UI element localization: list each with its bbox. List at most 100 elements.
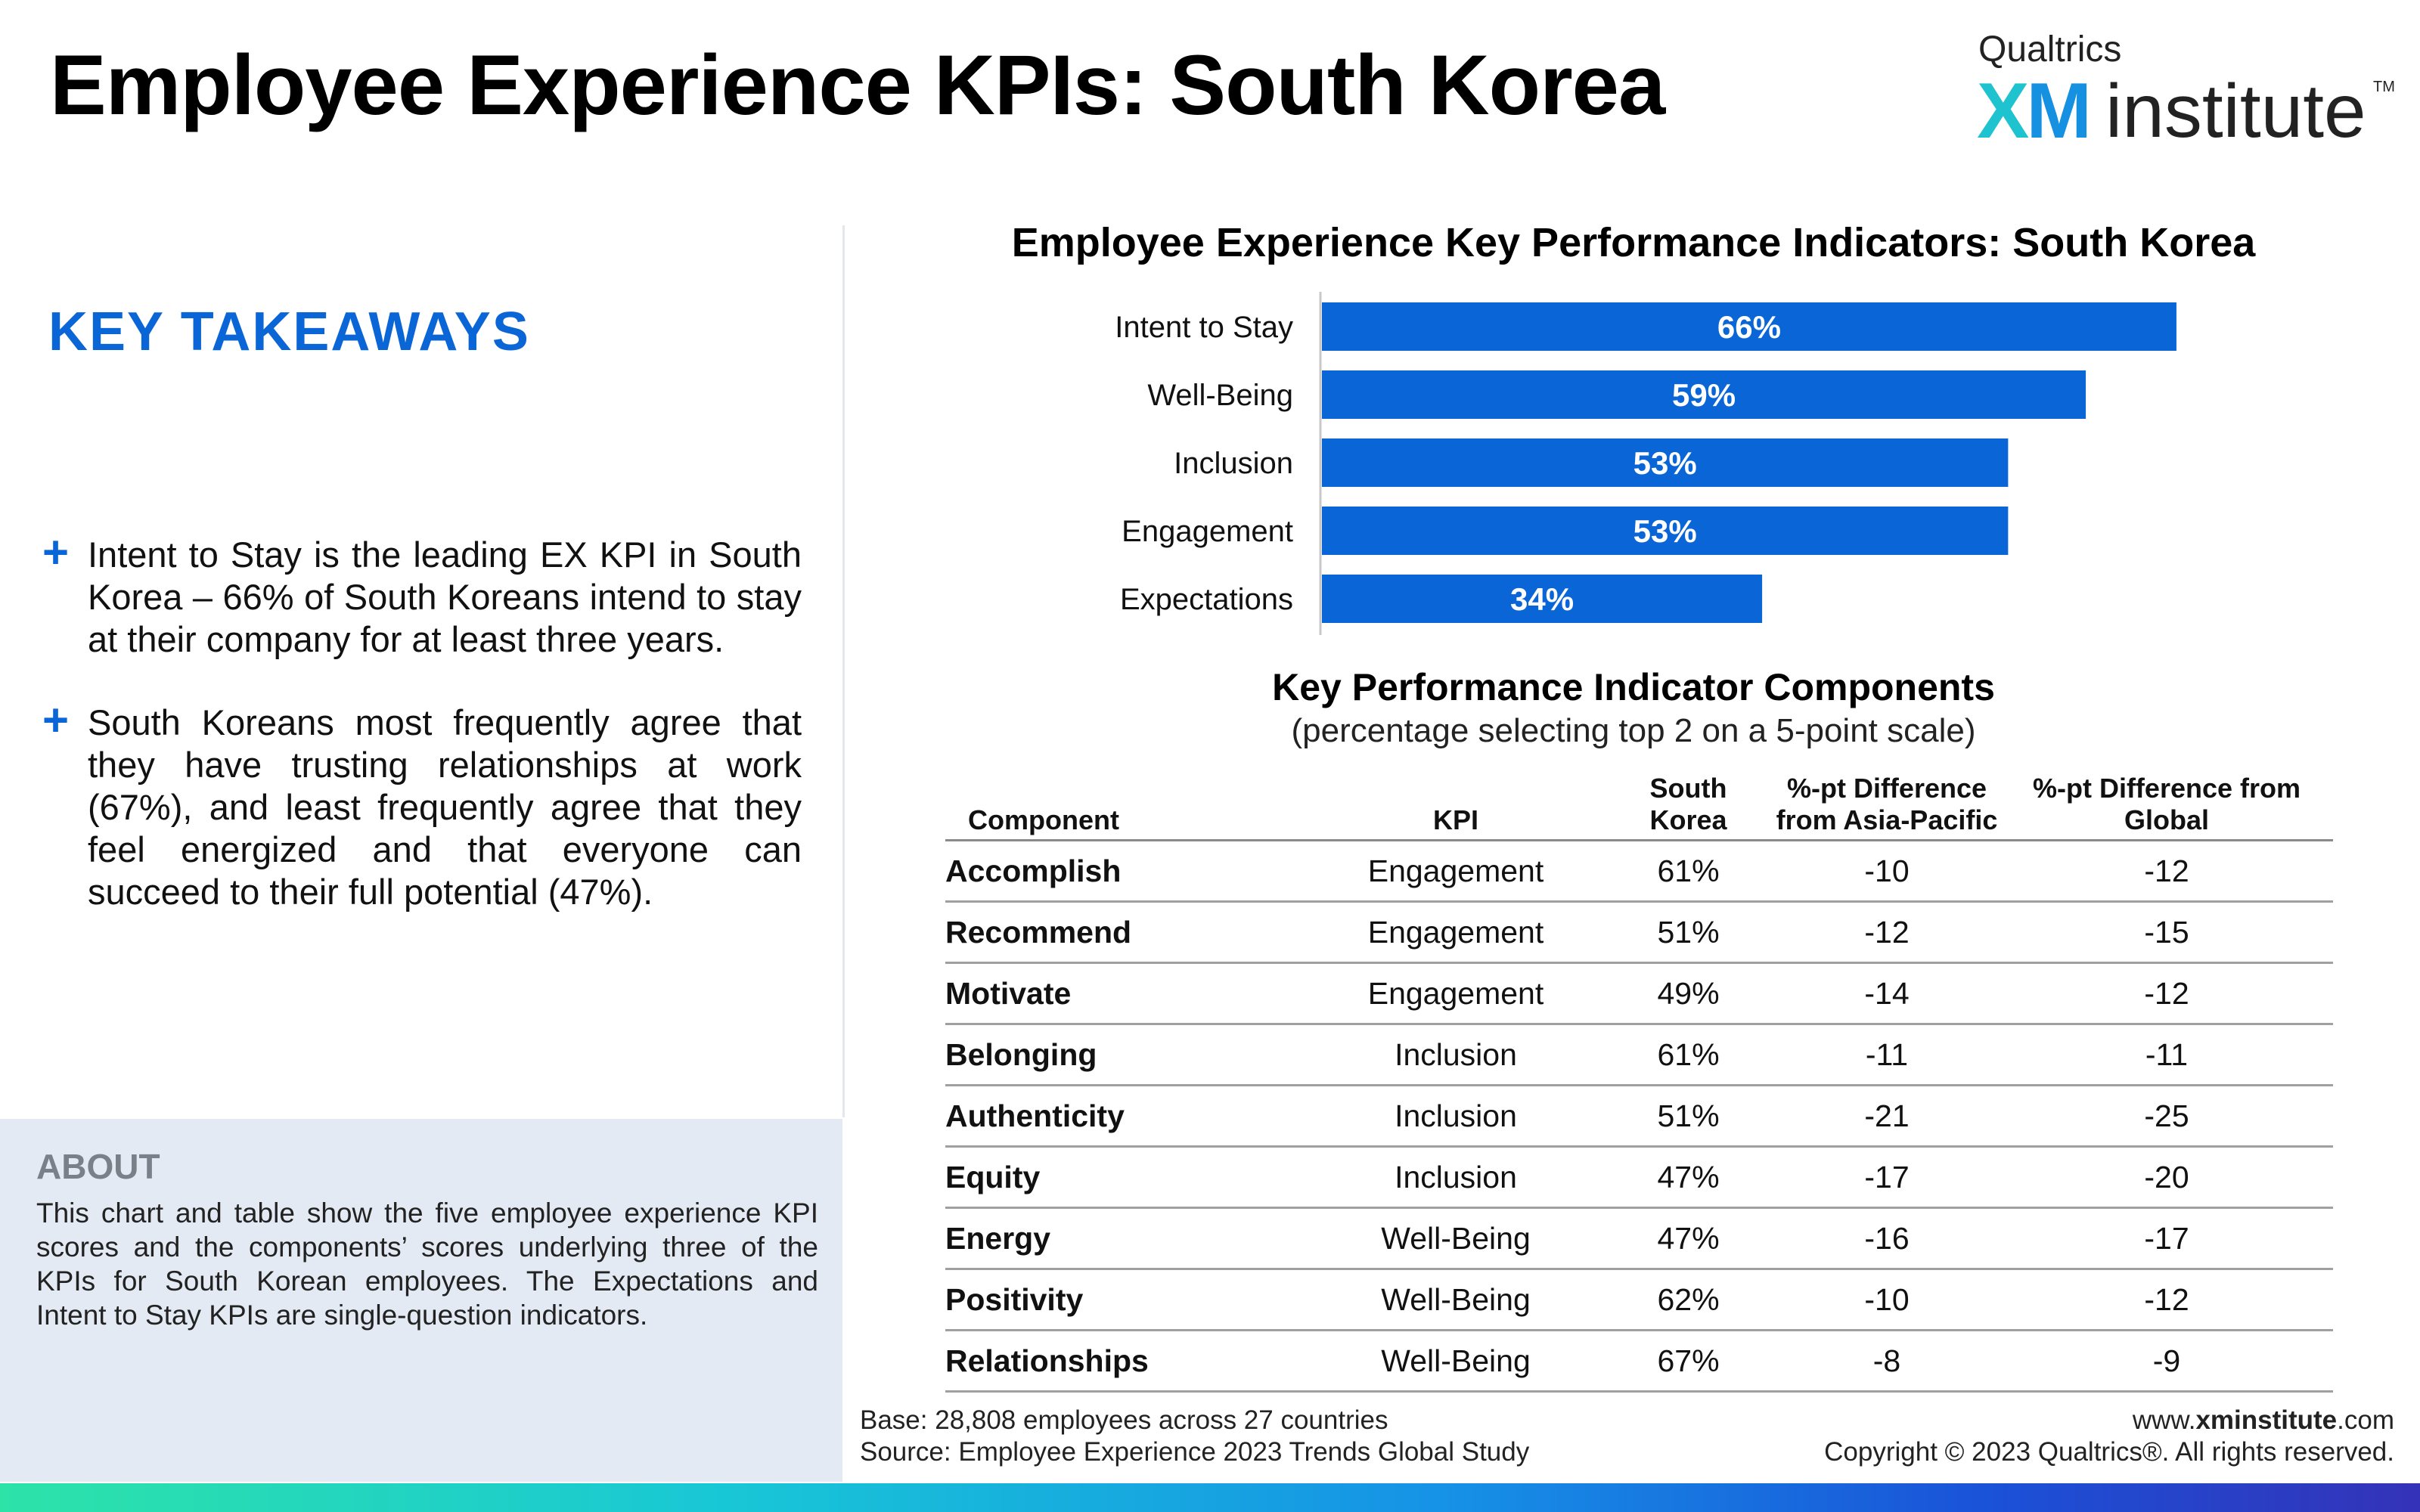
cell-kpi: Engagement [1308,840,1603,903]
cell-component: Energy [945,1207,1308,1270]
cell-kpi: Well-Being [1308,1269,1603,1331]
table-row: Belonging Inclusion 61% -11 -11 [945,1024,2333,1086]
cell-value: 47% [1603,1146,1773,1209]
table-subtitle: (percentage selecting top 2 on a 5-point… [1291,712,1976,749]
cell-global-diff: -25 [2000,1085,2333,1148]
cell-asia-diff: -12 [1773,901,2000,964]
takeaway-text: Intent to Stay is the leading EX KPI in … [88,534,802,659]
cell-kpi: Inclusion [1308,1146,1603,1209]
category-label: Expectations [1120,583,1293,616]
chart-title: Employee Experience Key Performance Indi… [1011,220,2256,265]
logo-institute: institute [2105,69,2366,153]
cell-value: 51% [1603,901,1773,964]
plus-icon: + [42,695,70,745]
cell-asia-diff: -17 [1773,1146,2000,1209]
kpi-bar [1322,370,2086,419]
cell-component: Relationships [945,1330,1308,1393]
header-component: Component [945,773,1308,841]
table-row: Positivity Well-Being 62% -10 -12 [945,1269,2333,1331]
table-row: Motivate Engagement 49% -14 -12 [945,962,2333,1025]
header-asia-line1: %-pt Difference [1786,773,1987,804]
header-global-diff: %-pt Difference from Global [2000,773,2333,841]
cell-component: Authenticity [945,1085,1308,1148]
copyright-block: www.xminstitute.com Copyright © 2023 Qua… [1824,1405,2394,1468]
cell-kpi: Engagement [1308,901,1603,964]
header-global-line1: %-pt Difference from [2032,773,2301,804]
cell-global-diff: -12 [2000,840,2333,903]
takeaways-list: + Intent to Stay is the leading EX KPI i… [42,527,802,954]
url-suffix: .com [2337,1405,2394,1435]
cell-kpi: Engagement [1308,962,1603,1025]
logo-xm: XM [1977,67,2092,155]
base-note: Base: 28,808 employees across 27 countri… [860,1405,1388,1435]
category-label: Well-Being [1147,379,1293,412]
cell-kpi: Inclusion [1308,1024,1603,1086]
bottom-gradient-bar [0,1483,2420,1512]
cell-value: 61% [1603,1024,1773,1086]
table-row: Relationships Well-Being 67% -8 -9 [945,1330,2333,1393]
qualtrics-xm-institute-logo: Qualtrics XM institute TM [1977,29,2395,155]
website-link[interactable]: www.xminstitute.com [1824,1405,2394,1436]
cell-global-diff: -17 [2000,1207,2333,1270]
category-label: Engagement [1122,515,1293,548]
cell-asia-diff: -10 [1773,840,2000,903]
cell-component: Accomplish [945,840,1308,903]
page-title: Employee Experience KPIs: South Korea [50,38,1665,132]
category-label: Inclusion [1174,447,1293,480]
bar-value-label: 34% [1510,581,1574,617]
takeaway-item: + Intent to Stay is the leading EX KPI i… [42,527,802,661]
table-header-row: Component KPI South Korea %-pt Differenc… [945,773,2333,841]
kpi-bar [1322,438,2009,487]
cell-kpi: Inclusion [1308,1085,1603,1148]
key-takeaways-heading: KEY TAKEAWAYS [48,302,530,362]
cell-global-diff: -15 [2000,901,2333,964]
table-row: Energy Well-Being 47% -16 -17 [945,1207,2333,1270]
cell-kpi: Well-Being [1308,1330,1603,1393]
table-row: Equity Inclusion 47% -17 -20 [945,1146,2333,1209]
cell-value: 61% [1603,840,1773,903]
header-value-line1: South [1649,773,1727,804]
header-global-line2: Global [2124,804,2209,835]
bar-value-label: 66% [1717,309,1781,345]
url-prefix: www. [2132,1405,2196,1435]
header-kpi: KPI [1308,773,1603,841]
kpi-bar [1322,575,1763,623]
cell-global-diff: -20 [2000,1146,2333,1209]
source-note: Source: Employee Experience 2023 Trends … [860,1437,1530,1467]
header-asia-line2: from Asia-Pacific [1776,804,1998,835]
category-label: Intent to Stay [1115,311,1293,344]
table-row: Recommend Engagement 51% -12 -15 [945,901,2333,964]
footnote: Base: 28,808 employees across 27 countri… [860,1405,1529,1468]
cell-component: Recommend [945,901,1308,964]
bar-value-label: 53% [1634,513,1697,549]
cell-component: Belonging [945,1024,1308,1086]
table-row: Authenticity Inclusion 51% -21 -25 [945,1085,2333,1148]
cell-kpi: Well-Being [1308,1207,1603,1270]
kpi-bar [1322,507,2009,555]
plus-icon: + [42,527,70,578]
cell-value: 49% [1603,962,1773,1025]
cell-component: Positivity [945,1269,1308,1331]
takeaway-text: South Koreans most frequently agree that… [88,702,802,912]
header-value-line2: Korea [1649,804,1727,835]
takeaway-item: + South Koreans most frequently agree th… [42,695,802,913]
copyright-text: Copyright © 2023 Qualtrics®. All rights … [1824,1437,2394,1467]
cell-value: 62% [1603,1269,1773,1331]
cell-global-diff: -11 [2000,1024,2333,1086]
vertical-divider [842,225,845,1117]
logo-trademark: TM [2373,79,2395,95]
cell-asia-diff: -21 [1773,1085,2000,1148]
bar-value-label: 59% [1672,377,1736,413]
kpi-components-table: Component KPI South Korea %-pt Differenc… [945,773,2333,1393]
cell-component: Equity [945,1146,1308,1209]
cell-global-diff: -12 [2000,1269,2333,1331]
cell-global-diff: -9 [2000,1330,2333,1393]
cell-asia-diff: -11 [1773,1024,2000,1086]
about-panel: ABOUT This chart and table show the five… [0,1119,842,1482]
kpi-bar-chart: Intent to Stay 66% Well-Being 59% Inclusion 5… [1115,292,2176,635]
cell-asia-diff: -16 [1773,1207,2000,1270]
cell-asia-diff: -10 [1773,1269,2000,1331]
url-domain: xminstitute [2195,1405,2338,1435]
table-row: Accomplish Engagement 61% -10 -12 [945,840,2333,903]
bar-value-label: 53% [1634,445,1697,481]
